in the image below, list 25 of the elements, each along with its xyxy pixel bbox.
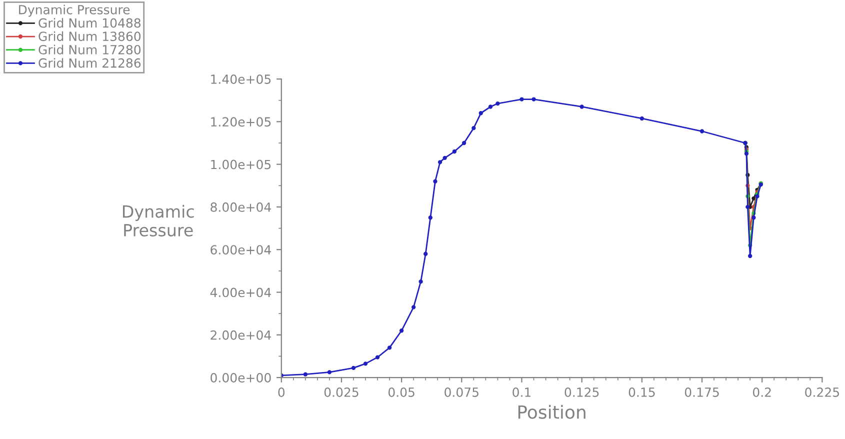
legend-label: Grid Num 17280	[38, 44, 141, 54]
x-tick-label: 0.05	[388, 387, 414, 397]
y-tick-label: 6.00e+04	[210, 245, 271, 255]
x-tick-label: 0.125	[564, 387, 599, 397]
legend-label: Grid Num 10488	[38, 18, 141, 28]
x-tick-label: 0.1	[512, 387, 531, 397]
y-tick-label: 0.00e+00	[210, 373, 271, 382]
y-tick-label: 2.00e+04	[210, 330, 271, 340]
legend-label: Grid Num 13860	[38, 31, 141, 42]
legend-label: Grid Num 21286	[38, 58, 141, 68]
x-tick-label: 0.225	[805, 387, 839, 397]
y-tick-label: 4.00e+04	[210, 288, 271, 298]
y-axis-title: Dynamic Pressure	[122, 204, 194, 236]
y-tick-label: 1.40e+05	[211, 74, 271, 84]
y-tick-label: 1.20e+05	[211, 117, 271, 127]
x-tick-label: 0	[278, 387, 285, 397]
x-tick-label: 0.15	[628, 387, 655, 397]
y-tick-label: 8.00e+04	[210, 202, 271, 212]
x-tick-label: 0.075	[444, 387, 478, 397]
x-tick-label: 0.2	[752, 387, 771, 397]
y-tick-label: 1.00e+05	[211, 160, 271, 170]
legend-title: Dynamic Pressure	[19, 4, 130, 17]
x-tick-label: 0.025	[324, 387, 358, 397]
x-axis-title: Position	[518, 404, 586, 419]
x-tick-label: 0.175	[684, 387, 719, 397]
